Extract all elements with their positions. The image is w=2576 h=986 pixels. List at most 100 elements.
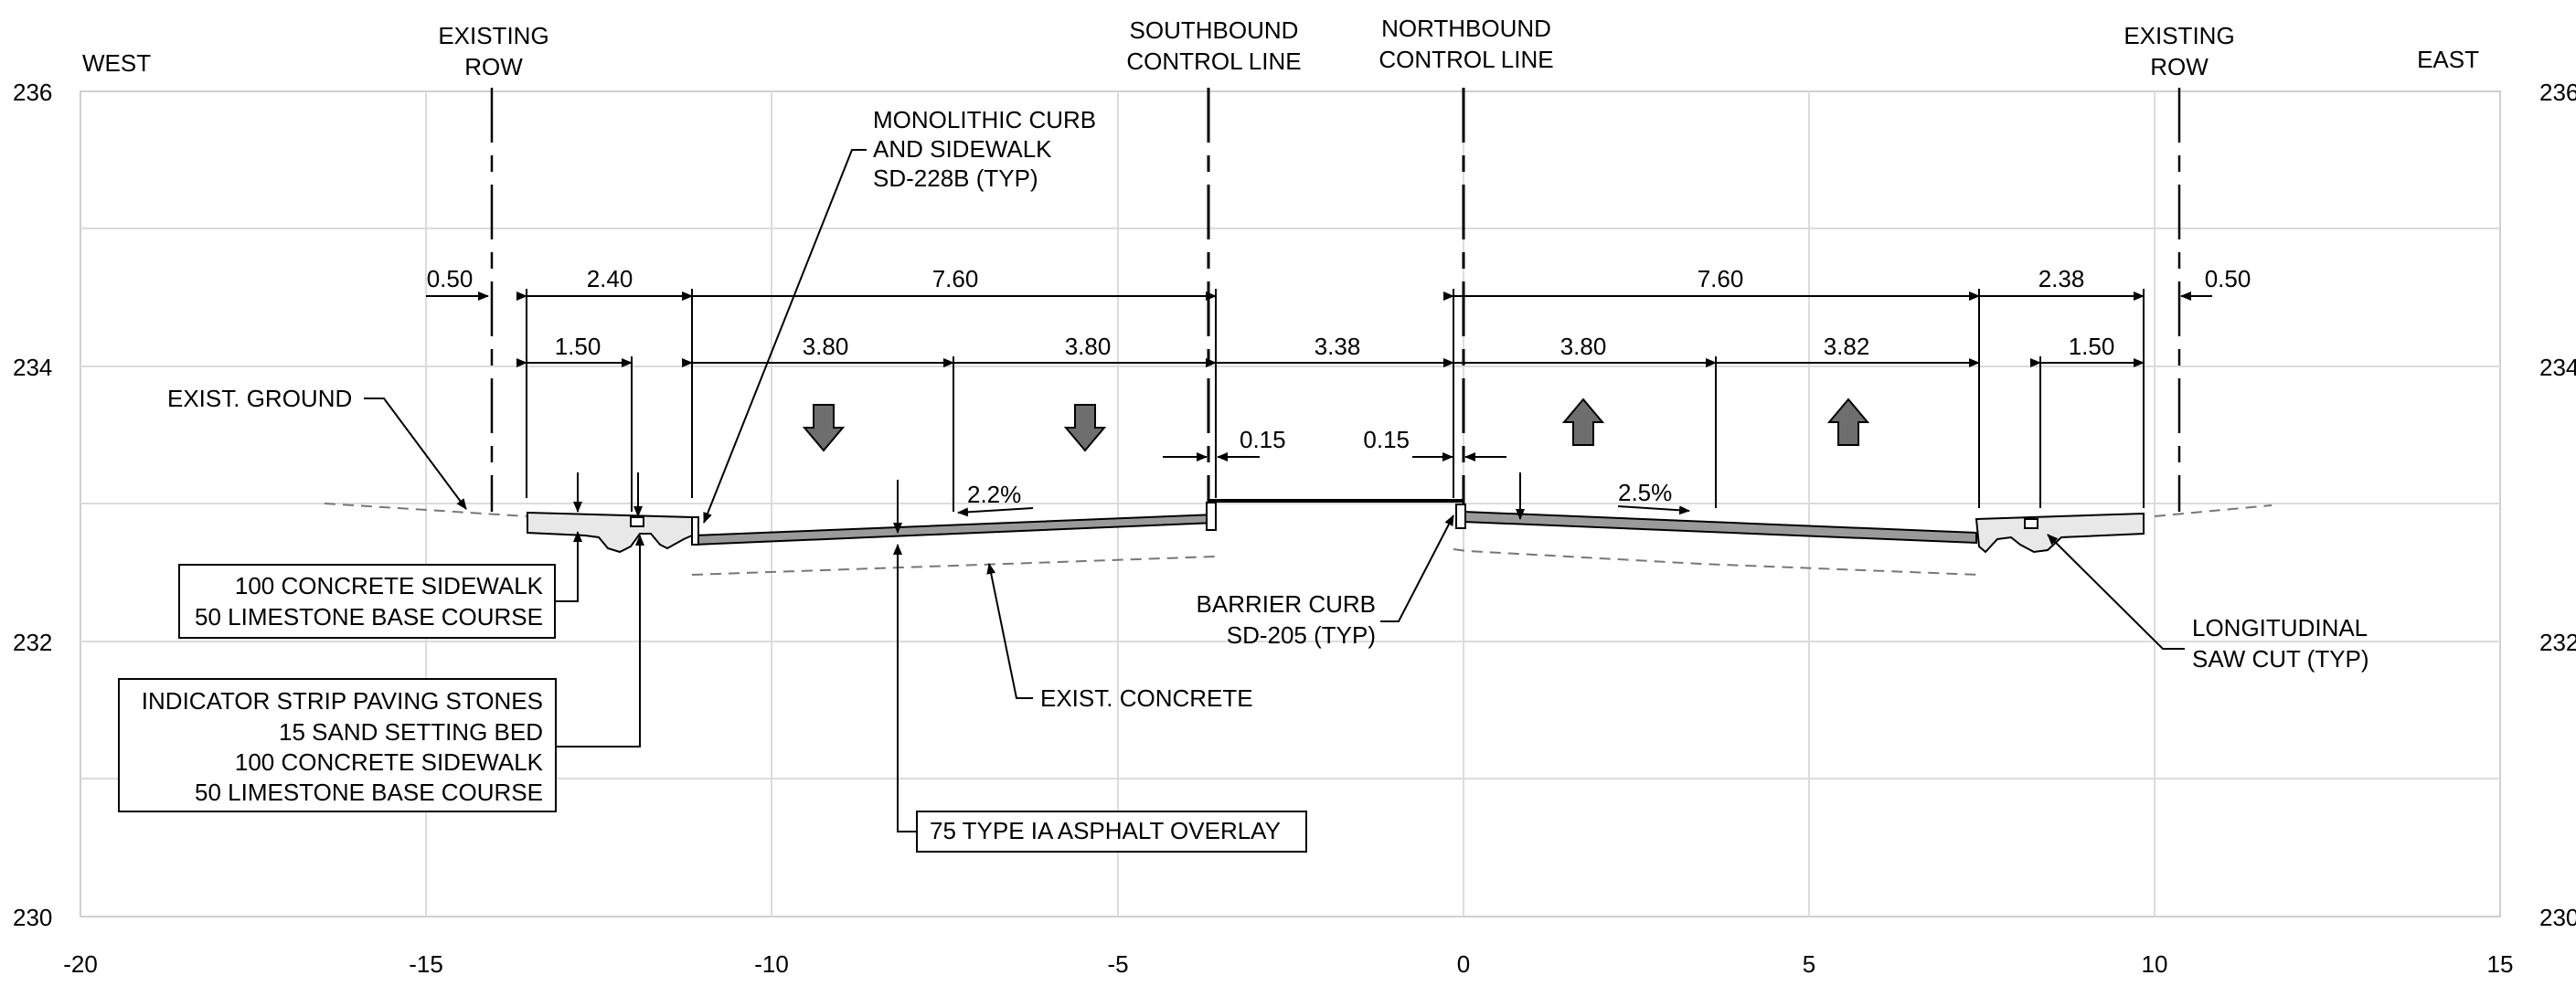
middle-dimensions: 1.50 3.80 3.80 3.38 3.80 3.82 1.50: [516, 333, 2145, 367]
callout-barrier-curb: BARRIER CURB SD-205 (TYP): [1197, 514, 1454, 649]
left-sidewalk-body: [527, 511, 693, 554]
northbound-barrier-curb: [1455, 504, 1466, 529]
y-tick: 234: [2539, 354, 2576, 381]
existing-row-right-label-1: EXISTING: [2124, 22, 2234, 49]
y-axis-ticks-right: 236 234 232 230: [2539, 79, 2576, 931]
dim-label: 3.38: [1315, 333, 1361, 360]
dim-label: 2.38: [2038, 265, 2085, 292]
southbound-asphalt-overlay: [694, 513, 1217, 546]
curb-offset-dims: 0.15 0.15: [1163, 426, 1506, 461]
west-label: WEST: [82, 49, 151, 77]
y-tick: 232: [13, 629, 52, 656]
y-tick: 234: [13, 354, 52, 381]
dim-label: 3.80: [803, 333, 849, 360]
callout-text: 75 TYPE IA ASPHALT OVERLAY: [930, 817, 1281, 844]
callout-exist-concrete: EXIST. CONCRETE: [986, 563, 1253, 712]
callout-text: MONOLITHIC CURB: [873, 106, 1096, 133]
leader-line: [2047, 534, 2185, 650]
callout-text: 50 LIMESTONE BASE COURSE: [195, 603, 543, 631]
left-sidewalk: [527, 511, 693, 554]
existing-row-left-label-1: EXISTING: [438, 22, 548, 49]
northbound-label-2: CONTROL LINE: [1378, 46, 1553, 73]
note-box: [178, 564, 556, 639]
existing-row-right-label-2: ROW: [2150, 53, 2209, 80]
dim-label: 0.15: [1363, 426, 1410, 453]
traffic-arrow-up-icon: [1826, 398, 1870, 446]
dim-label: 1.50: [555, 333, 601, 360]
southbound-barrier-curb: [1206, 502, 1217, 531]
dim-label: 0.50: [427, 265, 474, 292]
x-tick: -20: [63, 950, 98, 978]
leader-line: [556, 535, 644, 747]
leader-line: [893, 544, 917, 832]
x-tick: 5: [1803, 950, 1815, 978]
x-tick: -5: [1107, 950, 1128, 978]
dim-label: 0.15: [1240, 426, 1286, 453]
callout-saw-cut: LONGITUDINAL SAW CUT (TYP): [2047, 534, 2369, 673]
callout-text: INDICATOR STRIP PAVING STONES: [142, 687, 543, 715]
callout-text: LONGITUDINAL: [2192, 614, 2368, 641]
dim-label: 3.82: [1824, 333, 1870, 360]
slope-arrow-nb: [1617, 505, 1690, 515]
leader-line: [364, 398, 467, 510]
exist-concrete-line: [691, 548, 1980, 576]
slope-label-sb: 2.2%: [967, 481, 1021, 508]
x-tick: 15: [2487, 950, 2514, 978]
y-tick: 236: [13, 79, 52, 106]
callout-text: SD-228B (TYP): [873, 164, 1038, 192]
existing-row-left-label-2: ROW: [464, 53, 523, 80]
slope-indicators: 2.2% 2.5%: [957, 479, 1690, 517]
traffic-arrow-down-icon: [1063, 404, 1107, 452]
extension-lines: [526, 289, 2145, 512]
x-tick: -15: [409, 950, 443, 978]
top-dimensions: 0.50 2.40 7.60 7.60 2.38 0.50: [426, 265, 2251, 301]
traffic-arrow-down-icon: [802, 404, 846, 452]
y-tick: 232: [2539, 629, 2576, 656]
note-box: [118, 678, 557, 812]
callout-text: EXIST. GROUND: [167, 385, 352, 412]
dim-label: 3.80: [1065, 333, 1112, 360]
callout-text: BARRIER CURB: [1197, 590, 1376, 618]
callout-sidewalk: 100 CONCRETE SIDEWALK 50 LIMESTONE BASE …: [178, 531, 582, 639]
northbound-label-1: NORTHBOUND: [1381, 15, 1551, 42]
callout-indicator: INDICATOR STRIP PAVING STONES 15 SAND SE…: [118, 535, 644, 812]
callout-exist-ground: EXIST. GROUND: [167, 385, 467, 510]
callout-text: AND SIDEWALK: [873, 135, 1052, 163]
slope-label-nb: 2.5%: [1618, 479, 1672, 506]
northbound-asphalt-overlay: [1463, 510, 1977, 545]
sidewalk-markers: [573, 472, 1525, 534]
y-tick: 236: [2539, 79, 2576, 106]
leader-line: [986, 563, 1033, 699]
callout-text: 100 CONCRETE SIDEWALK: [235, 572, 544, 599]
southbound-label-2: CONTROL LINE: [1126, 48, 1301, 75]
dim-label: 7.60: [1698, 265, 1744, 292]
callout-asphalt: 75 TYPE IA ASPHALT OVERLAY: [893, 544, 1307, 853]
dim-label: 3.80: [1560, 333, 1607, 360]
dim-label: 7.60: [932, 265, 979, 292]
y-tick: 230: [13, 904, 52, 931]
east-label: EAST: [2417, 46, 2479, 73]
traffic-arrows: [802, 398, 1870, 452]
callout-monolithic-curb: MONOLITHIC CURB AND SIDEWALK SD-228B (TY…: [703, 106, 1096, 524]
southbound-label-1: SOUTHBOUND: [1130, 16, 1299, 44]
callout-text: 50 LIMESTONE BASE COURSE: [195, 779, 543, 806]
y-axis-ticks-left: 236 234 232 230: [13, 79, 52, 931]
dim-label: 1.50: [2069, 333, 2115, 360]
left-curb: [691, 516, 699, 546]
callout-text: EXIST. CONCRETE: [1040, 684, 1253, 712]
indicator-strip-right: [2024, 518, 2038, 529]
leader-line: [555, 531, 582, 602]
callout-text: 15 SAND SETTING BED: [279, 718, 543, 746]
slope-arrow-sb: [957, 507, 1034, 517]
x-tick: 0: [1457, 950, 1470, 978]
x-tick: 10: [2142, 950, 2168, 978]
exist-ground-line: [324, 503, 2273, 517]
right-sidewalk: [1975, 512, 2145, 554]
callout-text: SAW CUT (TYP): [2192, 645, 2369, 673]
x-tick: -10: [754, 950, 789, 978]
x-axis-ticks: -20 -15 -10 -5 0 5 10 15: [63, 950, 2513, 978]
dim-label: 2.40: [587, 265, 633, 292]
y-tick: 230: [2539, 904, 2576, 931]
callout-text: SD-205 (TYP): [1227, 621, 1376, 649]
